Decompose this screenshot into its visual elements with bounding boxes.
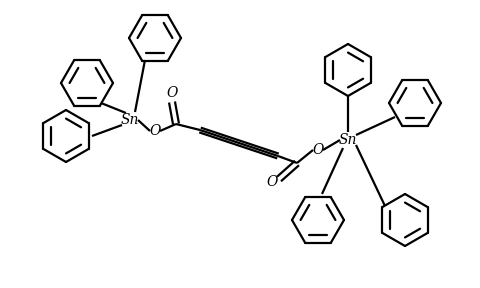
Text: Sn: Sn	[121, 113, 139, 127]
Text: O: O	[266, 175, 278, 189]
Text: O: O	[312, 143, 324, 157]
Text: O: O	[149, 124, 161, 138]
Text: O: O	[166, 86, 178, 100]
Text: Sn: Sn	[339, 133, 357, 147]
